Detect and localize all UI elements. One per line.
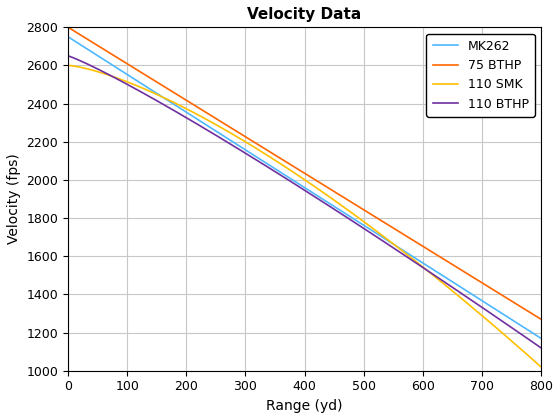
MK262 [538, 336, 544, 341]
75 BTHP [472, 276, 479, 281]
110 BTHP [538, 345, 544, 350]
110 SMK [339, 204, 346, 209]
110 SMK [472, 307, 479, 312]
110 BTHP [366, 230, 373, 235]
MK262 [65, 34, 72, 39]
Y-axis label: Velocity (fps): Velocity (fps) [7, 154, 21, 244]
MK262 [366, 226, 373, 231]
X-axis label: Range (yd): Range (yd) [267, 399, 343, 413]
Legend: MK262, 75 BTHP, 110 SMK, 110 BTHP: MK262, 75 BTHP, 110 SMK, 110 BTHP [426, 34, 535, 117]
75 BTHP [352, 202, 358, 207]
110 BTHP [423, 268, 430, 273]
MK262 [423, 263, 430, 268]
110 BTHP [94, 66, 100, 71]
110 BTHP [339, 212, 346, 217]
75 BTHP [366, 211, 373, 216]
75 BTHP [94, 43, 100, 48]
MK262 [94, 53, 100, 58]
Line: 75 BTHP: 75 BTHP [68, 27, 541, 319]
75 BTHP [423, 246, 430, 251]
110 BTHP [65, 53, 72, 58]
110 BTHP [352, 220, 358, 226]
75 BTHP [65, 25, 72, 30]
MK262 [339, 210, 346, 215]
MK262 [352, 217, 358, 222]
Line: MK262: MK262 [68, 37, 541, 339]
Title: Velocity Data: Velocity Data [248, 7, 362, 22]
110 SMK [352, 213, 358, 218]
MK262 [472, 294, 479, 299]
75 BTHP [339, 194, 346, 200]
Line: 110 BTHP: 110 BTHP [68, 56, 541, 348]
Line: 110 SMK: 110 SMK [68, 66, 541, 367]
110 BTHP [472, 300, 479, 305]
110 SMK [423, 268, 430, 273]
110 SMK [538, 365, 544, 370]
110 SMK [65, 63, 72, 68]
110 SMK [366, 223, 373, 228]
110 SMK [94, 69, 100, 74]
75 BTHP [538, 317, 544, 322]
